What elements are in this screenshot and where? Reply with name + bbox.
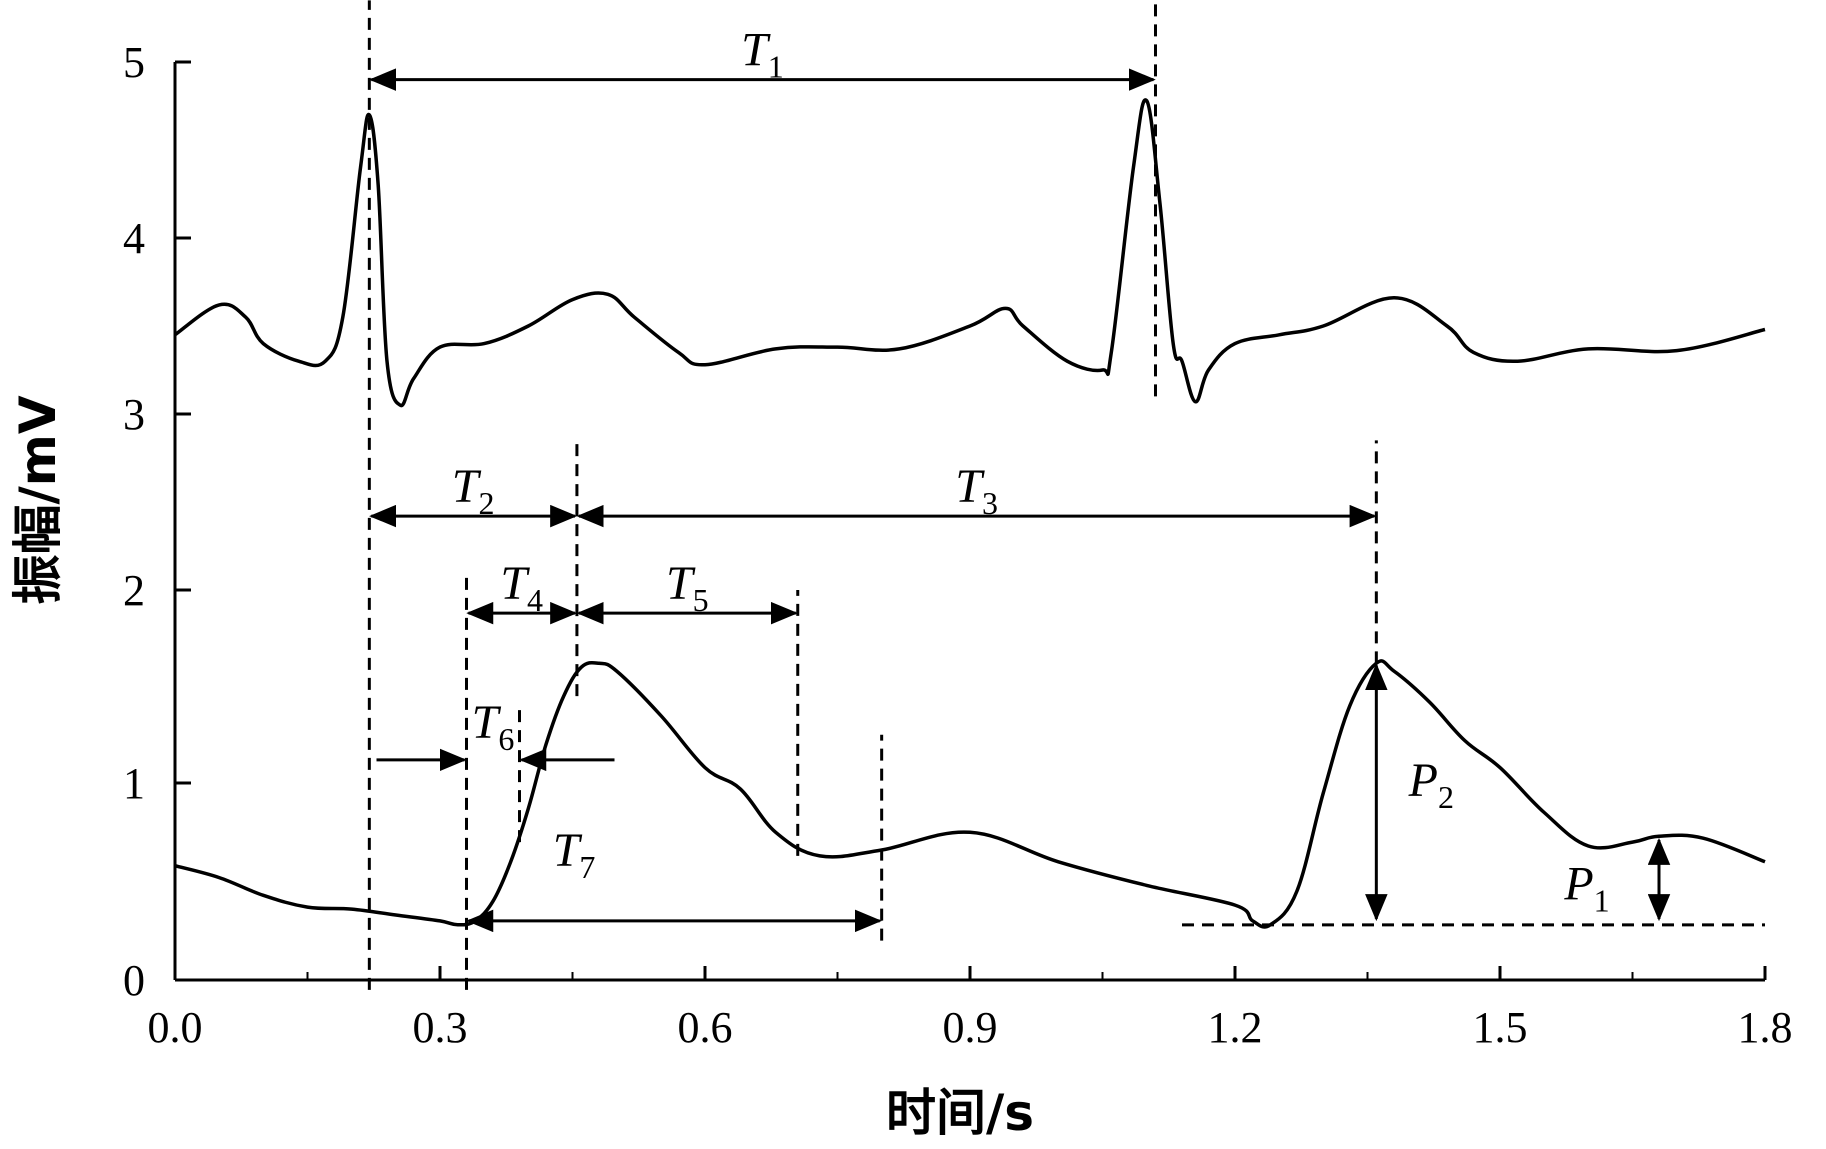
x-tick-label: 0.9 — [943, 1003, 998, 1052]
annotation-label-t6: T6 — [472, 696, 515, 757]
x-tick-label: 1.8 — [1738, 1003, 1793, 1052]
y-tick-label: 4 — [123, 214, 145, 263]
x-tick-label: 0.0 — [148, 1003, 203, 1052]
annotation-label-p1: P1 — [1563, 858, 1609, 919]
interval-annotations: T1 T2 T3 T4 T5 T6 T7 P1 P2 — [369, 24, 1671, 933]
annotation-label-t2: T2 — [452, 460, 495, 521]
annotation-label-t5: T5 — [666, 557, 709, 618]
annotation-label-p2: P2 — [1408, 754, 1454, 815]
annotation-label-t7: T7 — [553, 824, 596, 885]
y-tick-label: 1 — [123, 759, 145, 808]
y-tick-label: 0 — [123, 956, 145, 1005]
axes — [173, 62, 1765, 982]
x-tick-label: 1.2 — [1208, 1003, 1263, 1052]
y-tick-label: 3 — [123, 390, 145, 439]
x-axis-title: 时间/s — [886, 1084, 1034, 1142]
x-tick-label: 0.3 — [413, 1003, 468, 1052]
axis-ticks: 0.0 0.3 0.6 0.9 1.2 1.5 1.8 0 1 2 3 4 5 — [123, 38, 1793, 1052]
ppg-signal-line — [174, 659, 1766, 929]
reference-lines — [367, 0, 1765, 990]
ecg-signal-line — [173, 98, 1766, 408]
annotation-label-t1: T1 — [741, 24, 784, 85]
annotation-label-t3: T3 — [955, 460, 998, 521]
x-tick-label: 1.5 — [1473, 1003, 1528, 1052]
y-tick-label: 5 — [123, 38, 145, 87]
y-axis-title: 振幅/mV — [9, 395, 67, 604]
annotation-label-t4: T4 — [500, 557, 543, 618]
x-tick-label: 0.6 — [678, 1003, 733, 1052]
signal-lines — [173, 98, 1766, 929]
y-tick-label: 2 — [123, 566, 145, 615]
